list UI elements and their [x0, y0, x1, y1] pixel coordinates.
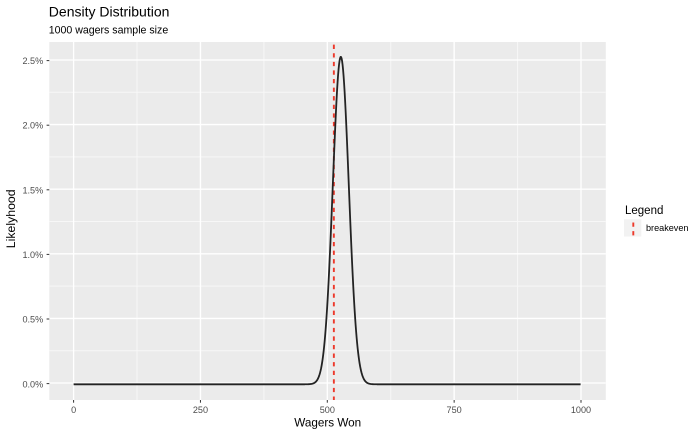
svg-text:500: 500	[320, 405, 335, 415]
svg-text:0.0%: 0.0%	[22, 380, 43, 390]
svg-text:1.5%: 1.5%	[22, 185, 43, 195]
svg-text:breakeven: breakeven	[646, 223, 688, 233]
svg-text:750: 750	[447, 405, 462, 415]
svg-text:2.5%: 2.5%	[22, 56, 43, 66]
svg-text:1000: 1000	[571, 405, 591, 415]
svg-text:0.5%: 0.5%	[22, 315, 43, 325]
svg-text:1000 wagers sample size: 1000 wagers sample size	[49, 25, 169, 37]
svg-text:2.0%: 2.0%	[22, 121, 43, 131]
svg-text:Likelyhood: Likelyhood	[4, 189, 18, 248]
svg-text:Density Distribution: Density Distribution	[49, 4, 170, 20]
svg-text:1.0%: 1.0%	[22, 250, 43, 260]
svg-text:Wagers Won: Wagers Won	[294, 417, 361, 430]
svg-text:0: 0	[71, 405, 76, 415]
svg-text:Legend: Legend	[625, 205, 663, 217]
svg-text:250: 250	[193, 405, 208, 415]
